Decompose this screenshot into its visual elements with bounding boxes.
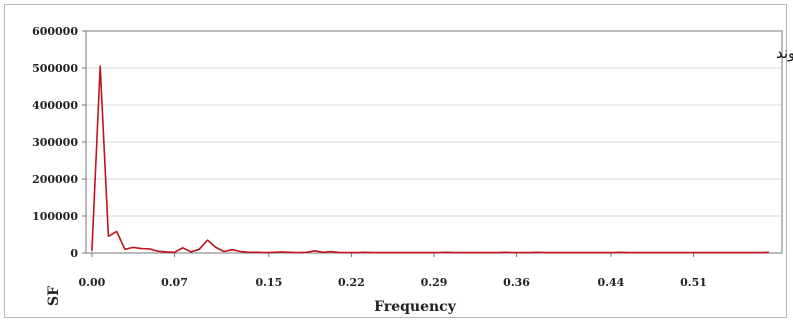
x-axis-title: Frequency xyxy=(374,299,457,315)
x-tick-label: 0.00 xyxy=(78,276,105,289)
y-tick-label: 100000 xyxy=(32,210,78,223)
x-tick-label: 0.44 xyxy=(598,276,625,289)
chart-annotation: قلاع قیسوند xyxy=(776,44,793,62)
y-tick-label: 200000 xyxy=(32,173,78,186)
x-tick-label: 0.15 xyxy=(255,276,282,289)
x-tick-label: 0.29 xyxy=(421,276,448,289)
x-tick-label: 0.51 xyxy=(680,276,707,289)
gridlines xyxy=(86,30,782,217)
y-axis-ticks: 0 100000 200000 300000 400000 500000 600000 xyxy=(32,25,86,260)
y-tick-label: 0 xyxy=(70,247,78,260)
x-tick-label: 0.36 xyxy=(503,276,530,289)
y-tick-label: 500000 xyxy=(32,62,78,75)
x-axis-ticks: 0.00 0.07 0.15 0.22 0.29 0.36 0.44 0.51 xyxy=(78,253,707,289)
y-axis-title: SF xyxy=(46,286,62,306)
y-tick-label: 300000 xyxy=(32,136,78,149)
y-tick-label: 600000 xyxy=(32,25,78,38)
series-line xyxy=(91,65,770,254)
chart-frame xyxy=(4,4,787,318)
x-tick-label: 0.22 xyxy=(338,276,365,289)
y-tick-label: 400000 xyxy=(32,99,78,112)
x-tick-label: 0.07 xyxy=(161,276,188,289)
